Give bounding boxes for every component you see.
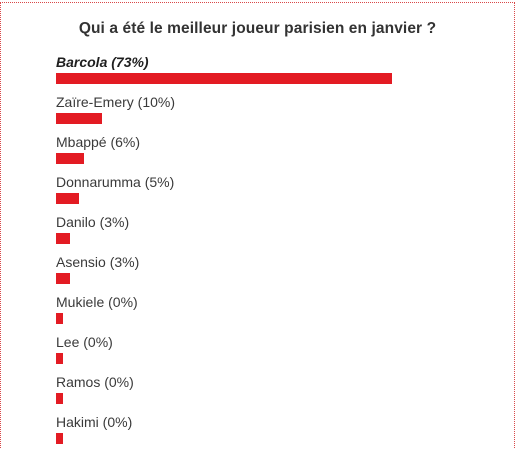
result-bar: [56, 273, 70, 284]
poll-option-danilo[interactable]: Danilo (3%): [56, 214, 506, 250]
result-bar: [56, 313, 63, 324]
option-label: Zaïre-Emery (10%): [56, 94, 176, 110]
poll-option-mbappe[interactable]: Mbappé (6%): [56, 134, 506, 170]
result-bar: [56, 353, 63, 364]
result-bar: [56, 233, 70, 244]
option-label: Mukiele (0%): [56, 294, 138, 310]
poll-title: Qui a été le meilleur joueur parisien en…: [78, 20, 437, 37]
option-label: Mbappé (6%): [56, 134, 141, 150]
result-bar: [56, 433, 63, 444]
poll-option-asensio[interactable]: Asensio (3%): [56, 254, 506, 290]
poll-option-zaire-emery[interactable]: Zaïre-Emery (10%): [56, 94, 506, 130]
poll-option-donnarumma[interactable]: Donnarumma (5%): [56, 174, 506, 210]
result-bar: [56, 73, 392, 84]
result-bar: [56, 393, 63, 404]
result-bar: [56, 193, 79, 204]
option-label: Hakimi (0%): [56, 414, 133, 430]
poll-option-mukiele[interactable]: Mukiele (0%): [56, 294, 506, 330]
result-bar: [56, 153, 84, 164]
option-label: Donnarumma (5%): [56, 174, 175, 190]
poll-option-lee[interactable]: Lee (0%): [56, 334, 506, 370]
result-bar: [56, 113, 102, 124]
poll-option-barcola[interactable]: Barcola (73%): [56, 54, 506, 90]
option-label: Lee (0%): [56, 334, 113, 350]
option-label: Asensio (3%): [56, 254, 140, 270]
poll-option-hakimi[interactable]: Hakimi (0%): [56, 414, 506, 450]
option-label: Ramos (0%): [56, 374, 134, 390]
option-label: Barcola (73%): [56, 54, 149, 70]
option-label: Danilo (3%): [56, 214, 130, 230]
poll-option-ramos[interactable]: Ramos (0%): [56, 374, 506, 410]
